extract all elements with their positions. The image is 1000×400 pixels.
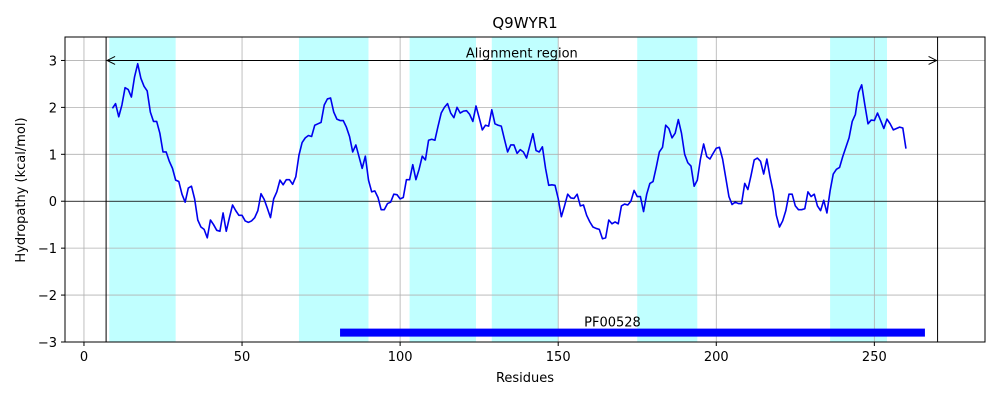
plot-frame [64, 36, 986, 343]
y-tick-label: 3 [49, 54, 57, 69]
alignment-region: Alignment region [105, 37, 939, 342]
hydrophobic-region-2 [298, 37, 369, 342]
x-tick-label: 150 [546, 350, 571, 365]
y-axis-ticks: −3 −2 −1 0 1 2 3 [38, 54, 65, 351]
y-tick-label: 0 [49, 195, 57, 210]
x-tick-label: 100 [388, 350, 413, 365]
x-tick-label: 200 [704, 350, 729, 365]
y-tick-label: −1 [38, 242, 57, 257]
x-tick-label: 250 [862, 350, 887, 365]
x-axis-label: Residues [496, 371, 554, 386]
y-axis-label: Hydropathy (kcal/mol) [14, 117, 29, 262]
x-axis-ticks: 0 50 100 150 200 250 [80, 342, 887, 365]
y-tick-label: 2 [49, 101, 57, 116]
hydrophobic-region-5 [637, 37, 698, 342]
hydrophobic-region-3 [409, 37, 476, 342]
alignment-arrowhead-left [105, 56, 116, 65]
y-tick-label: 1 [49, 148, 57, 163]
hydrophobic-region-4 [491, 37, 559, 342]
hydrophobic-regions [109, 37, 887, 342]
hydrophobic-region-1 [109, 37, 176, 342]
x-tick-label: 50 [234, 350, 251, 365]
chart-title: Q9WYR1 [492, 14, 557, 32]
y-tick-label: −2 [38, 289, 57, 304]
alignment-arrowhead-right [928, 56, 938, 65]
pfam-domain-bar [340, 328, 925, 337]
hydropathy-line [111, 62, 907, 240]
x-tick-label: 0 [80, 350, 88, 365]
y-tick-label: −3 [38, 336, 57, 351]
alignment-region-label: Alignment region [466, 46, 578, 61]
hydrophobic-region-6 [830, 37, 887, 342]
pfam-domain-label: PF00528 [584, 316, 641, 331]
pfam-domain: PF00528 [340, 316, 925, 337]
